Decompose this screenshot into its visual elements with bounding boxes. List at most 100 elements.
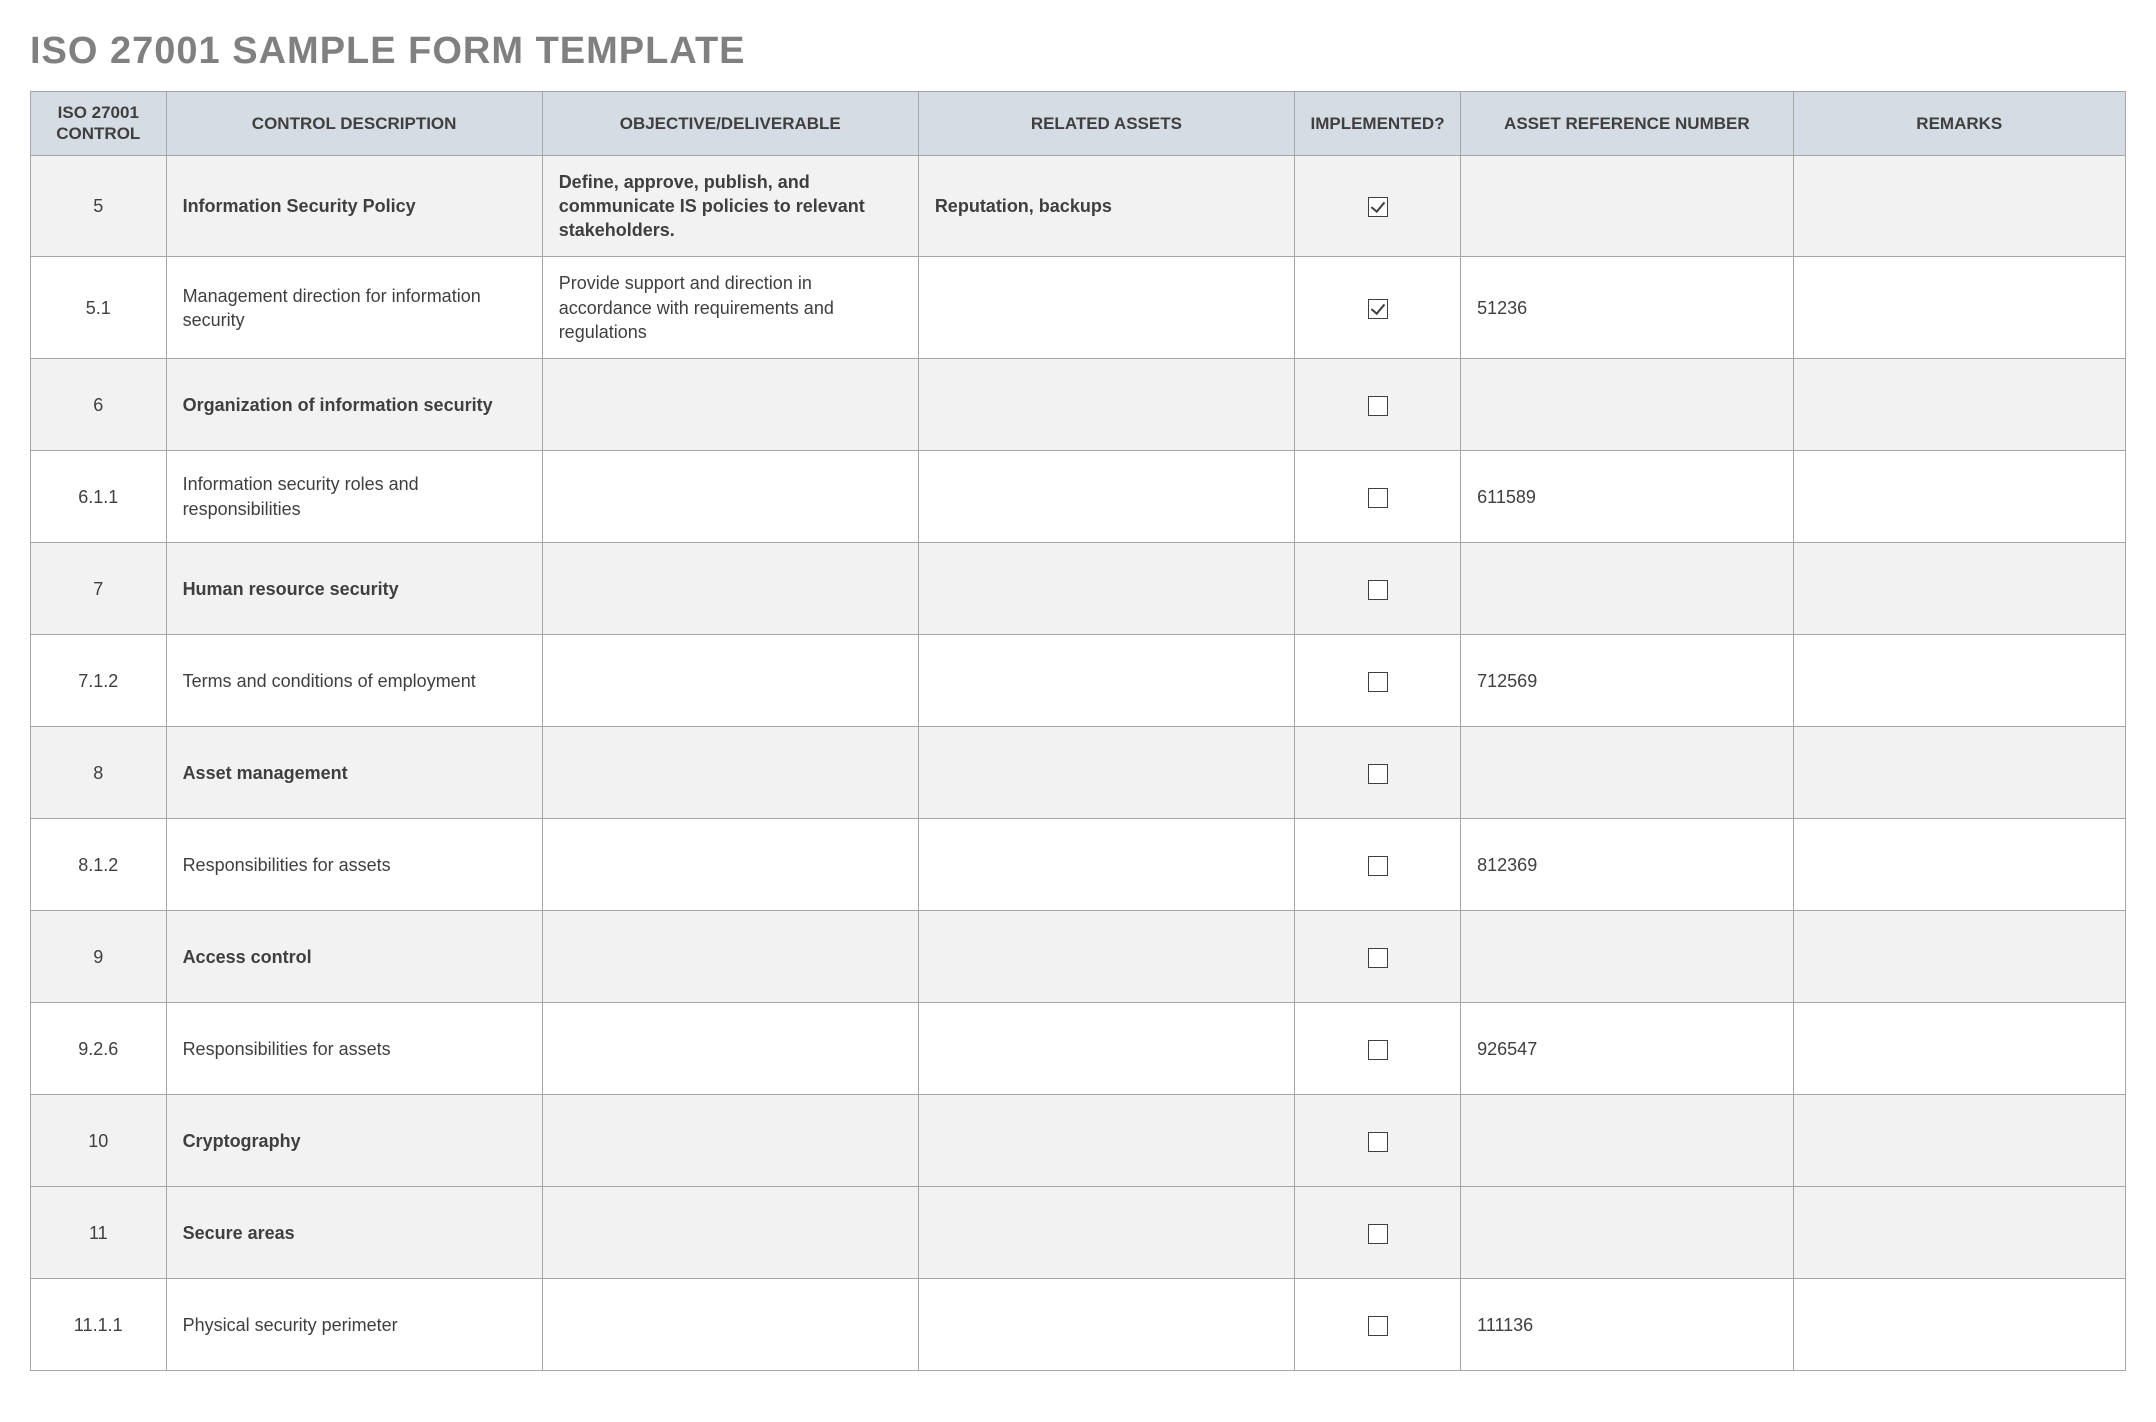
table-row: 7Human resource security bbox=[31, 543, 2126, 635]
cell-desc: Asset management bbox=[166, 727, 542, 819]
table-body: 5Information Security PolicyDefine, appr… bbox=[31, 155, 2126, 1371]
cell-obj bbox=[542, 1095, 918, 1187]
cell-implemented bbox=[1294, 451, 1460, 543]
cell-assets bbox=[918, 451, 1294, 543]
cell-control: 9 bbox=[31, 911, 167, 1003]
cell-control: 6 bbox=[31, 359, 167, 451]
implemented-checkbox[interactable] bbox=[1368, 1224, 1388, 1244]
implemented-checkbox[interactable] bbox=[1368, 948, 1388, 968]
table-row: 9.2.6Responsibilities for assets 926547 bbox=[31, 1003, 2126, 1095]
cell-assets bbox=[918, 1003, 1294, 1095]
cell-control: 8.1.2 bbox=[31, 819, 167, 911]
cell-obj bbox=[542, 727, 918, 819]
implemented-checkbox[interactable] bbox=[1368, 396, 1388, 416]
cell-rem bbox=[1793, 257, 2125, 359]
cell-assets bbox=[918, 1187, 1294, 1279]
implemented-checkbox[interactable] bbox=[1368, 580, 1388, 600]
implemented-checkbox[interactable] bbox=[1368, 1040, 1388, 1060]
cell-desc: Cryptography bbox=[166, 1095, 542, 1187]
implemented-checkbox[interactable] bbox=[1368, 1132, 1388, 1152]
table-row: 6Organization of information security bbox=[31, 359, 2126, 451]
cell-obj bbox=[542, 635, 918, 727]
cell-desc: Terms and conditions of employment bbox=[166, 635, 542, 727]
cell-desc: Access control bbox=[166, 911, 542, 1003]
cell-obj bbox=[542, 1279, 918, 1371]
cell-implemented bbox=[1294, 257, 1460, 359]
implemented-checkbox[interactable] bbox=[1368, 197, 1388, 217]
cell-assets: Reputation, backups bbox=[918, 155, 1294, 257]
table-row: 11.1.1Physical security perimeter111136 bbox=[31, 1279, 2126, 1371]
cell-control: 11 bbox=[31, 1187, 167, 1279]
cell-assets bbox=[918, 359, 1294, 451]
col-header-ref: ASSET REFERENCE NUMBER bbox=[1461, 92, 1793, 156]
cell-rem bbox=[1793, 1279, 2125, 1371]
cell-control: 5.1 bbox=[31, 257, 167, 359]
cell-control: 7.1.2 bbox=[31, 635, 167, 727]
cell-ref: 812369 bbox=[1461, 819, 1793, 911]
table-row: 8Asset management bbox=[31, 727, 2126, 819]
cell-obj bbox=[542, 1003, 918, 1095]
col-header-rem: REMARKS bbox=[1793, 92, 2125, 156]
cell-ref bbox=[1461, 155, 1793, 257]
col-header-control: ISO 27001 CONTROL bbox=[31, 92, 167, 156]
cell-obj: Define, approve, publish, and communicat… bbox=[542, 155, 918, 257]
cell-implemented bbox=[1294, 1095, 1460, 1187]
col-header-assets: RELATED ASSETS bbox=[918, 92, 1294, 156]
implemented-checkbox[interactable] bbox=[1368, 299, 1388, 319]
cell-rem bbox=[1793, 451, 2125, 543]
cell-implemented bbox=[1294, 1187, 1460, 1279]
table-row: 11Secure areas bbox=[31, 1187, 2126, 1279]
implemented-checkbox[interactable] bbox=[1368, 1316, 1388, 1336]
implemented-checkbox[interactable] bbox=[1368, 488, 1388, 508]
implemented-checkbox[interactable] bbox=[1368, 856, 1388, 876]
cell-obj bbox=[542, 1187, 918, 1279]
cell-desc: Information Security Policy bbox=[166, 155, 542, 257]
cell-rem bbox=[1793, 1187, 2125, 1279]
implemented-checkbox[interactable] bbox=[1368, 764, 1388, 784]
cell-desc: Management direction for information sec… bbox=[166, 257, 542, 359]
implemented-checkbox[interactable] bbox=[1368, 672, 1388, 692]
cell-rem bbox=[1793, 635, 2125, 727]
cell-control: 5 bbox=[31, 155, 167, 257]
cell-ref: 712569 bbox=[1461, 635, 1793, 727]
cell-ref bbox=[1461, 911, 1793, 1003]
cell-desc: Information security roles and responsib… bbox=[166, 451, 542, 543]
table-row: 5.1Management direction for information … bbox=[31, 257, 2126, 359]
cell-control: 9.2.6 bbox=[31, 1003, 167, 1095]
cell-obj: Provide support and direction in accorda… bbox=[542, 257, 918, 359]
cell-ref bbox=[1461, 359, 1793, 451]
cell-obj bbox=[542, 451, 918, 543]
cell-implemented bbox=[1294, 635, 1460, 727]
cell-control: 11.1.1 bbox=[31, 1279, 167, 1371]
cell-implemented bbox=[1294, 819, 1460, 911]
cell-ref bbox=[1461, 1187, 1793, 1279]
cell-implemented bbox=[1294, 1279, 1460, 1371]
table-header-row: ISO 27001 CONTROL CONTROL DESCRIPTION OB… bbox=[31, 92, 2126, 156]
table-row: 8.1.2Responsibilities for assets812369 bbox=[31, 819, 2126, 911]
cell-rem bbox=[1793, 1003, 2125, 1095]
cell-ref: 926547 bbox=[1461, 1003, 1793, 1095]
cell-obj bbox=[542, 819, 918, 911]
cell-control: 6.1.1 bbox=[31, 451, 167, 543]
cell-implemented bbox=[1294, 543, 1460, 635]
cell-rem bbox=[1793, 543, 2125, 635]
iso-table: ISO 27001 CONTROL CONTROL DESCRIPTION OB… bbox=[30, 91, 2126, 1371]
cell-control: 7 bbox=[31, 543, 167, 635]
cell-assets bbox=[918, 911, 1294, 1003]
page-title: ISO 27001 SAMPLE FORM TEMPLATE bbox=[30, 30, 2126, 73]
cell-assets bbox=[918, 635, 1294, 727]
cell-desc: Responsibilities for assets bbox=[166, 1003, 542, 1095]
cell-obj bbox=[542, 359, 918, 451]
cell-desc: Organization of information security bbox=[166, 359, 542, 451]
table-row: 7.1.2Terms and conditions of employment 7… bbox=[31, 635, 2126, 727]
cell-rem bbox=[1793, 819, 2125, 911]
cell-rem bbox=[1793, 359, 2125, 451]
cell-ref: 611589 bbox=[1461, 451, 1793, 543]
cell-desc: Secure areas bbox=[166, 1187, 542, 1279]
col-header-impl: IMPLEMENTED? bbox=[1294, 92, 1460, 156]
cell-implemented bbox=[1294, 359, 1460, 451]
table-row: 10Cryptography bbox=[31, 1095, 2126, 1187]
cell-obj bbox=[542, 543, 918, 635]
cell-assets bbox=[918, 1279, 1294, 1371]
cell-control: 10 bbox=[31, 1095, 167, 1187]
